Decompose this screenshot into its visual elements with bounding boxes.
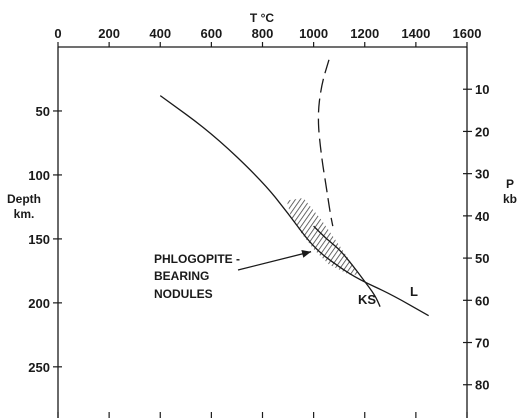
series-line-dashed: [317, 59, 334, 227]
pressure-tick-label: 10: [475, 82, 489, 97]
curves: [159, 59, 429, 317]
depth-tick-label: 100: [28, 168, 50, 183]
pressure-tick-label: 40: [475, 209, 489, 224]
x-tick-label: 200: [98, 26, 120, 41]
series-line-ks: [313, 225, 381, 307]
annotation-line-2: BEARING: [154, 269, 209, 283]
depth-tick-label: 150: [28, 232, 50, 247]
plot-frame: [57, 46, 468, 418]
pressure-tick-label: 80: [475, 378, 489, 393]
left-axis-title-line2: km.: [14, 207, 35, 221]
x-tick-label: 400: [149, 26, 171, 41]
pressure-tick-label: 60: [475, 293, 489, 308]
pressure-tick-label: 20: [475, 124, 489, 139]
x-tick-label: 800: [252, 26, 274, 41]
pressure-tick-label: 70: [475, 336, 489, 351]
x-tick-label: 0: [54, 26, 61, 41]
x-tick-label: 1000: [299, 26, 328, 41]
right-axis-title-line2: kb: [503, 192, 517, 206]
depth-tick-label: 200: [28, 296, 50, 311]
x-tick-label: 1200: [350, 26, 379, 41]
curve-label-ks: KS: [358, 292, 376, 307]
x-axis-title: T °C: [250, 11, 274, 25]
depth-tick-label: 50: [36, 104, 50, 119]
curve-label-l: L: [410, 284, 418, 299]
pressure-tick-label: 50: [475, 251, 489, 266]
annotation-line-3: NODULES: [154, 287, 213, 301]
axis-ticks: 0 200 400 600 800 1000 1200 1400 1600 50 100 150 200…: [28, 26, 489, 420]
x-tick-label: 1600: [453, 26, 482, 41]
annotation-arrow-head: [301, 249, 312, 258]
annotation-line-1: PHLOGOPITE -: [154, 252, 240, 266]
annotation-arrow-shaft: [237, 251, 312, 271]
right-axis-title-line1: P: [506, 177, 514, 191]
pressure-tick-label: 30: [475, 167, 489, 182]
left-axis-title-line1: Depth: [7, 192, 41, 206]
series-line-l: [159, 95, 429, 317]
x-tick-label: 600: [201, 26, 223, 41]
x-tick-label: 1400: [401, 26, 430, 41]
depth-tick-label: 250: [28, 360, 50, 375]
